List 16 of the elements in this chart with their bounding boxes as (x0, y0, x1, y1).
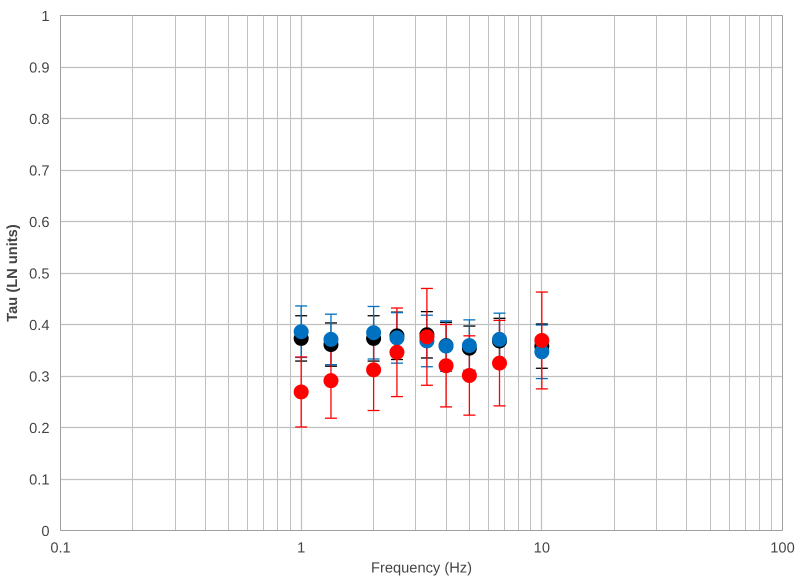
y-tick-label: 0.5 (29, 266, 50, 282)
y-tick-label: 0 (41, 524, 50, 540)
y-axis-title: Tau (LN units) (5, 224, 22, 322)
y-tick-label: 0.9 (29, 60, 50, 76)
x-tick-label: 1 (297, 540, 306, 556)
x-tick-label: 10 (534, 540, 550, 556)
y-tick-label: 1 (41, 9, 50, 25)
y-tick-label: 0.6 (29, 215, 50, 231)
y-tick-label: 0.4 (29, 318, 50, 334)
y-tick-label: 0.2 (29, 421, 50, 437)
x-tick-label: 100 (770, 540, 795, 556)
y-tick-label: 0.1 (29, 472, 50, 488)
y-tick-label: 0.3 (29, 370, 50, 386)
x-axis-title: Frequency (Hz) (371, 560, 472, 576)
y-tick-label: 0.8 (29, 112, 50, 128)
y-tick-label: 0.7 (29, 164, 50, 180)
